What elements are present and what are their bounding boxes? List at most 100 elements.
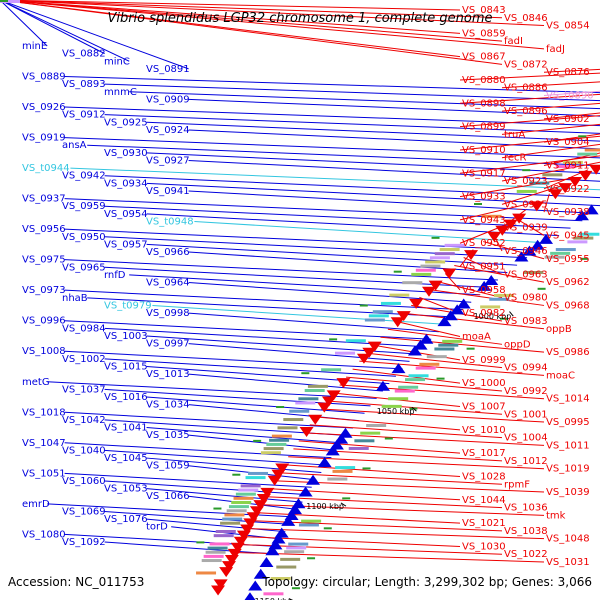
gene-leader-line — [146, 152, 600, 174]
gene-label: VS_0962 — [546, 277, 590, 288]
forward-strand-feature — [317, 457, 332, 468]
gene-leader-line — [146, 488, 303, 503]
forward-strand-feature — [419, 333, 434, 344]
reverse-annotation-bar — [429, 256, 450, 260]
gene-label: VS_1014 — [546, 394, 590, 405]
forward-strand-feature — [522, 245, 537, 256]
forward-annotation-bar — [388, 397, 409, 401]
outer-track-marker — [359, 304, 368, 307]
forward-strand-feature — [584, 204, 599, 215]
reverse-annotation-bar — [271, 434, 292, 438]
reverse-annotation-bar — [481, 214, 502, 218]
gene-leader-line — [64, 259, 498, 281]
forward-annotation-bar — [438, 343, 459, 347]
forward-annotation-bar — [301, 519, 322, 523]
reverse-annotation-bar — [0, 0, 20, 3]
gene-leader-line — [129, 91, 600, 110]
forward-strand-feature — [443, 310, 458, 321]
reverse-strand-feature — [503, 219, 518, 230]
gene-leader-line — [366, 352, 503, 369]
gene-leader-line — [0, 0, 105, 55]
reverse-strand-feature — [308, 414, 323, 425]
gene-label: VS_0998 — [146, 308, 190, 319]
reverse-annotation-bar — [224, 513, 245, 517]
gene-label: VS_0902 — [546, 114, 590, 125]
gene-label: VS_0876 — [546, 67, 590, 78]
gene-label: VS_0933 — [462, 192, 506, 203]
gene-label: VS_0954 — [104, 209, 148, 220]
gene-leader-line — [501, 209, 527, 229]
gene-label: mnmC — [104, 87, 137, 98]
gene-label: VS_1028 — [462, 471, 506, 482]
gene-leader-line — [70, 167, 600, 191]
gene-leader-line — [543, 152, 600, 166]
gene-label: VS_0984 — [62, 323, 106, 334]
gene-label: VS_0964 — [146, 278, 190, 289]
gene-leader-line — [47, 381, 377, 399]
gene-label: fadI — [504, 36, 523, 47]
reverse-annotation-bar — [248, 471, 269, 475]
gene-label: VS_0924 — [146, 125, 190, 136]
gene-leader-line — [104, 510, 290, 525]
forward-annotation-bar — [366, 423, 387, 427]
forward-annotation-bar — [550, 251, 571, 255]
gene-label: VS_0939 — [504, 223, 548, 234]
gene-label: moaA — [462, 332, 491, 343]
gene-label: VS_0912 — [62, 110, 106, 121]
gene-label: VS_0925 — [104, 117, 148, 128]
gene-leader-line — [315, 416, 461, 431]
gene-label: minE — [22, 41, 47, 52]
inner-track-marker — [436, 377, 445, 380]
reverse-strand-feature — [243, 518, 258, 529]
forward-annotation-bar — [270, 577, 291, 581]
reverse-strand-feature — [230, 542, 245, 553]
gene-label: VS_1045 — [104, 453, 148, 464]
gene-label: VS_t0948 — [146, 217, 194, 228]
genome-summary-text: Topology: circular; Length: 3,299,302 bp… — [261, 575, 592, 589]
coordinate-tick-mark — [340, 502, 347, 507]
gene-leader-line — [298, 440, 461, 454]
inner-track-marker — [291, 587, 300, 590]
reverse-annotation-bar — [240, 484, 261, 488]
gene-leader-line — [129, 274, 480, 296]
gene-label: VS_0919 — [22, 133, 66, 144]
gene-leader-line — [346, 376, 503, 392]
reverse-annotation-bar — [425, 260, 446, 264]
forward-annotation-bar — [263, 592, 284, 596]
gene-label: VS_1016 — [104, 392, 148, 403]
forward-annotation-bar — [284, 550, 305, 554]
gene-label: VS_0958 — [462, 285, 506, 296]
reverse-strand-feature — [211, 585, 226, 596]
gene-label: oppD — [504, 339, 531, 350]
inner-track-marker — [466, 347, 475, 350]
reverse-strand-feature — [267, 475, 282, 486]
gene-label: VS_0963 — [504, 269, 548, 280]
gene-label: VS_1048 — [546, 534, 590, 545]
forward-annotation-bar — [419, 362, 440, 366]
outer-track-marker — [522, 169, 531, 172]
reverse-strand-feature — [321, 396, 336, 407]
reverse-annotation-bar — [368, 314, 389, 318]
forward-strand-feature — [407, 345, 422, 356]
forward-annotation-bar — [523, 270, 544, 274]
reverse-strand-feature — [512, 213, 527, 224]
forward-strand-feature — [248, 580, 263, 591]
gene-label: VS_1059 — [146, 461, 190, 472]
gene-leader-line — [459, 177, 575, 198]
gene-label: VS_0999 — [462, 355, 506, 366]
reverse-strand-feature — [256, 494, 271, 505]
gene-label: VS_1069 — [62, 506, 106, 517]
gene-label: VS_0995 — [546, 417, 590, 428]
reverse-strand-feature — [246, 512, 261, 523]
gene-label: VS_1003 — [104, 331, 148, 342]
reverse-annotation-bar — [205, 550, 226, 554]
gene-label: VS_0910 — [462, 145, 506, 156]
gene-leader-line — [104, 236, 528, 259]
inner-track-marker — [362, 467, 371, 470]
reverse-strand-feature — [356, 353, 371, 364]
gene-leader-line — [483, 241, 545, 260]
gene-label: nhaB — [62, 293, 88, 304]
reverse-strand-feature — [221, 561, 236, 572]
gene-label: minC — [104, 56, 130, 67]
